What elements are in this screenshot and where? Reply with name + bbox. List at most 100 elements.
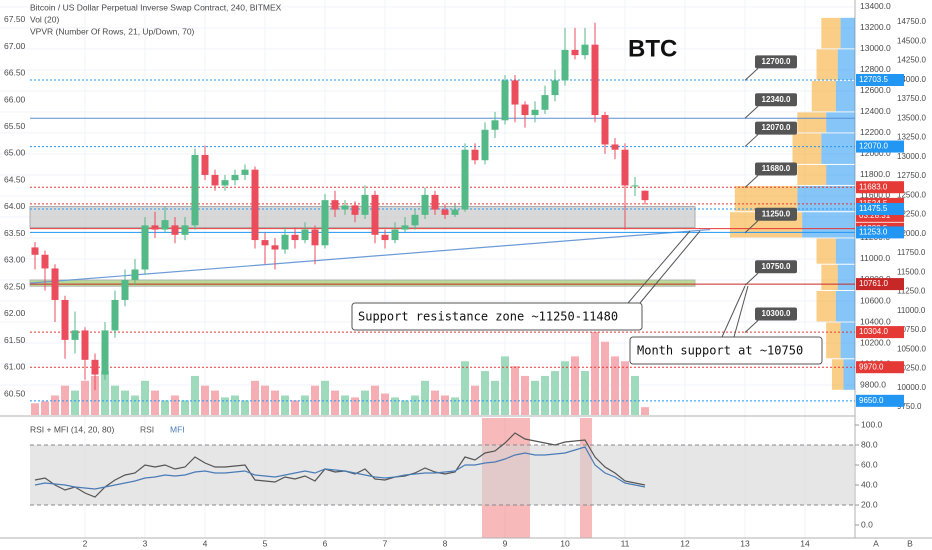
candle-body xyxy=(551,80,559,96)
candle-body xyxy=(151,225,159,230)
callout-label: 11250.0 xyxy=(762,209,791,218)
price-tag-label: 9970.0 xyxy=(859,362,884,371)
candle-body xyxy=(211,174,219,186)
volume-bar xyxy=(631,375,639,415)
annotation: Support resistance zone ~11250-11480 xyxy=(358,310,618,324)
candle-body xyxy=(581,44,589,56)
candle-body xyxy=(141,225,149,270)
vpvr-up xyxy=(826,112,855,133)
vpvr-up xyxy=(843,359,855,390)
y-tick-label: 10600.0 xyxy=(860,295,891,305)
y-tick-label: 12400.0 xyxy=(860,106,891,116)
indicator-label: RSI + MFI (14, 20, 80) xyxy=(30,424,114,434)
candle-body xyxy=(491,120,499,130)
candle-body xyxy=(191,154,199,226)
x-tick-label: 10 xyxy=(560,538,570,548)
candle-body xyxy=(341,205,349,210)
x-tick-label: 11 xyxy=(621,538,630,548)
candle-body xyxy=(461,149,469,210)
volume-bar xyxy=(321,380,329,415)
volume-bar xyxy=(641,407,649,415)
osc-tick-label: 20.0 xyxy=(861,499,878,509)
candle-body xyxy=(411,214,419,226)
candle-body xyxy=(261,240,269,246)
price-tag-label: 12070.0 xyxy=(859,142,888,151)
price-tag-label: 11683.0 xyxy=(859,182,888,191)
price-tag xyxy=(856,226,904,239)
volume-bar xyxy=(291,400,299,415)
y2-tick-label: 9750.0 xyxy=(897,402,922,411)
plot: 13400.0 13200.0 13000.0 12800.0 12600.0 12400… xyxy=(4,1,926,548)
volume-bar xyxy=(401,400,409,415)
volume-bar xyxy=(561,361,569,415)
volume-bar xyxy=(31,403,39,415)
volume-bar xyxy=(141,380,149,415)
y2-tick-label: 14000.0 xyxy=(897,75,926,84)
countdown: 03:28:31 xyxy=(859,211,891,220)
price-tag xyxy=(856,181,904,194)
x-tick-label: 9 xyxy=(503,538,508,548)
candle-body xyxy=(401,225,409,230)
candle-body xyxy=(171,225,179,235)
callout-box xyxy=(755,260,797,274)
y2-tick-label: 12000.0 xyxy=(897,229,926,238)
vpvr-up xyxy=(802,212,855,238)
candle-body xyxy=(531,109,539,116)
candle-body xyxy=(121,279,129,300)
callout-pointer xyxy=(744,105,759,119)
x-tick-label: 13 xyxy=(740,538,750,548)
callout-box xyxy=(755,162,797,176)
volume-bar xyxy=(621,361,629,415)
vpvr-up xyxy=(835,291,855,322)
left-tick-label: 61.00 xyxy=(4,362,26,372)
osc-series-name: RSI xyxy=(140,424,154,434)
volume-bar xyxy=(101,371,109,415)
y2-tick-label: 11000.0 xyxy=(897,306,926,315)
pointer xyxy=(627,230,691,304)
candle-body xyxy=(291,234,299,241)
callout-label: 10300.0 xyxy=(762,309,791,318)
candle-body xyxy=(391,229,399,241)
volume-bar xyxy=(411,395,419,415)
y2-tick-label: 13000.0 xyxy=(897,152,926,161)
volume-bar xyxy=(91,375,99,415)
axis-button[interactable]: A xyxy=(873,538,879,548)
volume-bar xyxy=(341,395,349,415)
vpvr-up xyxy=(837,264,855,290)
candle-body xyxy=(501,80,509,121)
osc-series-name: MFI xyxy=(170,424,185,434)
vpvr-down xyxy=(821,264,838,290)
pointer xyxy=(639,230,701,304)
candle-body xyxy=(71,330,79,340)
volume-bar xyxy=(441,395,449,415)
candle-body xyxy=(331,200,339,210)
volume-bar xyxy=(481,371,489,415)
x-tick-label: 5 xyxy=(263,538,268,548)
y2-tick-label: 12750.0 xyxy=(897,171,926,180)
volume-bar xyxy=(551,371,559,415)
candle-body xyxy=(61,299,69,340)
volume-bar xyxy=(511,366,519,415)
vpvr-down xyxy=(792,133,822,164)
volume-bar xyxy=(491,380,499,415)
y-tick-label: 11800.0 xyxy=(860,169,890,179)
candle-body xyxy=(441,209,449,215)
candle-body xyxy=(301,229,309,241)
vpvr-down xyxy=(734,185,798,212)
volume-bar xyxy=(171,395,179,415)
osc-tick-label: 80.0 xyxy=(861,439,878,449)
candle-body xyxy=(611,144,619,150)
candle-body xyxy=(131,269,139,280)
volume-bar xyxy=(611,356,619,415)
left-tick-label: 64.00 xyxy=(4,201,26,211)
annotation: Month support at ~10750 xyxy=(637,344,803,358)
axis-button[interactable]: B xyxy=(907,538,913,548)
callout-box xyxy=(755,121,797,135)
y2-tick-label: 10750.0 xyxy=(897,325,926,334)
price-tag-label: 12703.5 xyxy=(859,75,888,84)
zone xyxy=(29,279,696,287)
candle-body xyxy=(271,245,279,250)
price-tag-label: 9650.0 xyxy=(859,396,884,405)
y2-tick-label: 10000.0 xyxy=(897,383,926,392)
candle-body xyxy=(541,95,549,110)
